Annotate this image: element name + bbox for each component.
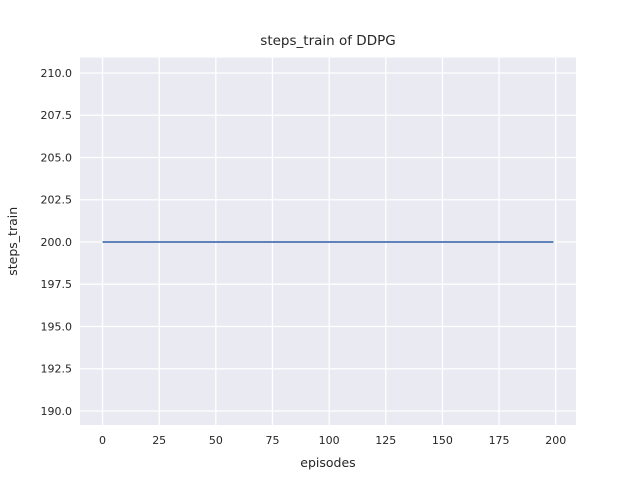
y-axis-label: steps_train <box>5 207 20 276</box>
x-tick-label: 50 <box>209 434 223 447</box>
x-tick-label: 75 <box>265 434 279 447</box>
x-tick-label: 200 <box>545 434 566 447</box>
x-tick-label: 175 <box>489 434 510 447</box>
x-tick-label: 125 <box>375 434 396 447</box>
chart-title: steps_train of DDPG <box>260 33 395 49</box>
y-tick-label: 210.0 <box>41 67 73 80</box>
y-tick-label: 205.0 <box>41 151 73 164</box>
x-tick-label: 0 <box>99 434 106 447</box>
y-tick-label: 200.0 <box>41 236 73 249</box>
x-tick-label: 100 <box>319 434 340 447</box>
x-tick-label: 150 <box>432 434 453 447</box>
y-tick-label: 195.0 <box>41 320 73 333</box>
x-axis-label: episodes <box>300 455 355 470</box>
x-tick-label: 25 <box>152 434 166 447</box>
y-tick-label: 202.5 <box>41 194 73 207</box>
y-tick-label: 197.5 <box>41 278 73 291</box>
y-tick-label: 190.0 <box>41 405 73 418</box>
y-tick-label: 207.5 <box>41 109 73 122</box>
y-tick-label: 192.5 <box>41 363 73 376</box>
